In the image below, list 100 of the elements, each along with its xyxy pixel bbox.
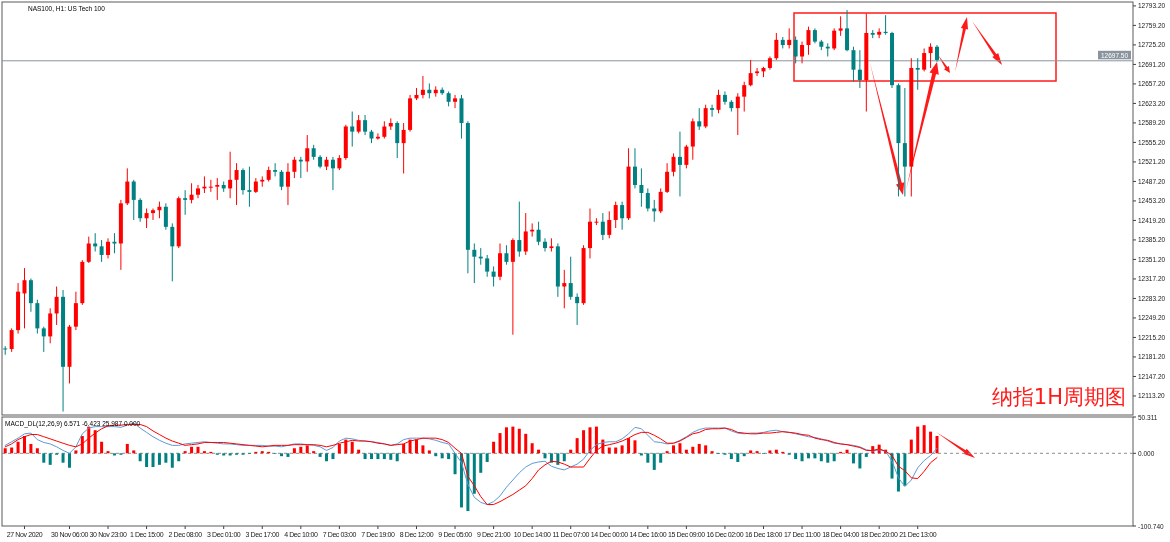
bar bbox=[922, 425, 926, 454]
bar bbox=[646, 453, 650, 463]
bar bbox=[312, 451, 316, 454]
bar bbox=[800, 453, 804, 462]
bar bbox=[479, 453, 483, 473]
bar bbox=[376, 453, 380, 460]
candlestick bbox=[613, 201, 618, 229]
bar bbox=[813, 453, 817, 459]
candlestick bbox=[562, 269, 567, 309]
candlestick bbox=[279, 169, 284, 191]
candlestick bbox=[93, 232, 98, 253]
candlestick bbox=[292, 156, 297, 179]
bar bbox=[170, 453, 174, 468]
bar bbox=[485, 453, 489, 462]
bar bbox=[112, 453, 116, 456]
candlestick bbox=[755, 67, 760, 77]
candlestick bbox=[568, 256, 573, 301]
candlestick bbox=[170, 222, 175, 282]
candlestick bbox=[305, 134, 310, 173]
bar bbox=[704, 445, 708, 454]
bar bbox=[421, 445, 425, 454]
candlestick bbox=[350, 111, 355, 148]
bar bbox=[299, 446, 303, 454]
bar bbox=[472, 453, 476, 494]
bar bbox=[350, 441, 354, 454]
bar bbox=[832, 453, 836, 462]
bar bbox=[363, 453, 367, 460]
bar bbox=[749, 450, 753, 454]
bar bbox=[395, 453, 399, 462]
bar bbox=[414, 439, 418, 454]
candlestick bbox=[832, 27, 837, 51]
bar bbox=[48, 453, 52, 465]
candlestick bbox=[806, 26, 811, 56]
bar bbox=[736, 453, 740, 462]
candlestick bbox=[658, 187, 663, 214]
candlestick bbox=[86, 236, 91, 264]
bar bbox=[190, 446, 194, 454]
bar bbox=[697, 443, 701, 454]
bar bbox=[633, 440, 637, 454]
candlestick bbox=[131, 179, 136, 221]
bar bbox=[524, 433, 528, 454]
bar bbox=[729, 453, 733, 460]
bar bbox=[691, 446, 695, 454]
candlestick bbox=[138, 197, 143, 223]
bar bbox=[305, 445, 309, 454]
bar bbox=[164, 453, 168, 463]
bar bbox=[427, 450, 431, 454]
bar bbox=[672, 445, 676, 454]
candlestick bbox=[208, 179, 213, 193]
candlestick bbox=[710, 104, 715, 118]
bar bbox=[67, 453, 71, 468]
candlestick bbox=[228, 151, 233, 199]
candlestick bbox=[106, 237, 111, 259]
annotation: 纳指1H周期图 bbox=[991, 385, 1126, 409]
bar bbox=[530, 443, 534, 454]
bar bbox=[61, 453, 65, 463]
candlestick bbox=[620, 201, 625, 231]
candlestick bbox=[902, 87, 907, 197]
candlestick bbox=[234, 162, 239, 206]
bar bbox=[652, 453, 656, 470]
candlestick bbox=[851, 46, 856, 83]
candlestick bbox=[671, 152, 676, 177]
candlestick bbox=[684, 144, 689, 169]
bar bbox=[125, 443, 129, 454]
candlestick bbox=[273, 162, 278, 177]
bar bbox=[228, 453, 232, 456]
bar bbox=[794, 453, 798, 460]
candlestick bbox=[285, 162, 290, 206]
bar bbox=[665, 451, 669, 454]
candlestick bbox=[716, 89, 721, 114]
candlestick bbox=[41, 326, 46, 353]
candlestick bbox=[247, 166, 252, 208]
bar bbox=[909, 439, 913, 454]
candlestick bbox=[510, 237, 515, 336]
bar bbox=[826, 453, 830, 463]
bar bbox=[196, 446, 200, 454]
candlestick bbox=[857, 49, 862, 89]
candlestick bbox=[800, 41, 805, 64]
candlestick bbox=[22, 267, 27, 329]
candlestick bbox=[517, 201, 522, 258]
candlestick bbox=[144, 208, 149, 229]
bar bbox=[447, 453, 451, 460]
bar bbox=[498, 433, 502, 454]
candlestick bbox=[151, 208, 156, 221]
candlestick bbox=[395, 120, 400, 159]
candlestick bbox=[523, 212, 528, 256]
candlestick bbox=[735, 92, 740, 136]
bar bbox=[806, 453, 810, 459]
bar bbox=[582, 430, 586, 454]
candlestick bbox=[163, 202, 168, 231]
candlestick bbox=[28, 277, 33, 313]
candlestick bbox=[48, 307, 53, 344]
bar bbox=[627, 438, 631, 454]
bar bbox=[222, 453, 226, 456]
candlestick bbox=[330, 156, 335, 191]
candlestick bbox=[491, 265, 496, 288]
bar bbox=[575, 438, 579, 454]
bar bbox=[42, 453, 46, 463]
candlestick bbox=[639, 167, 644, 208]
bar bbox=[492, 441, 496, 454]
